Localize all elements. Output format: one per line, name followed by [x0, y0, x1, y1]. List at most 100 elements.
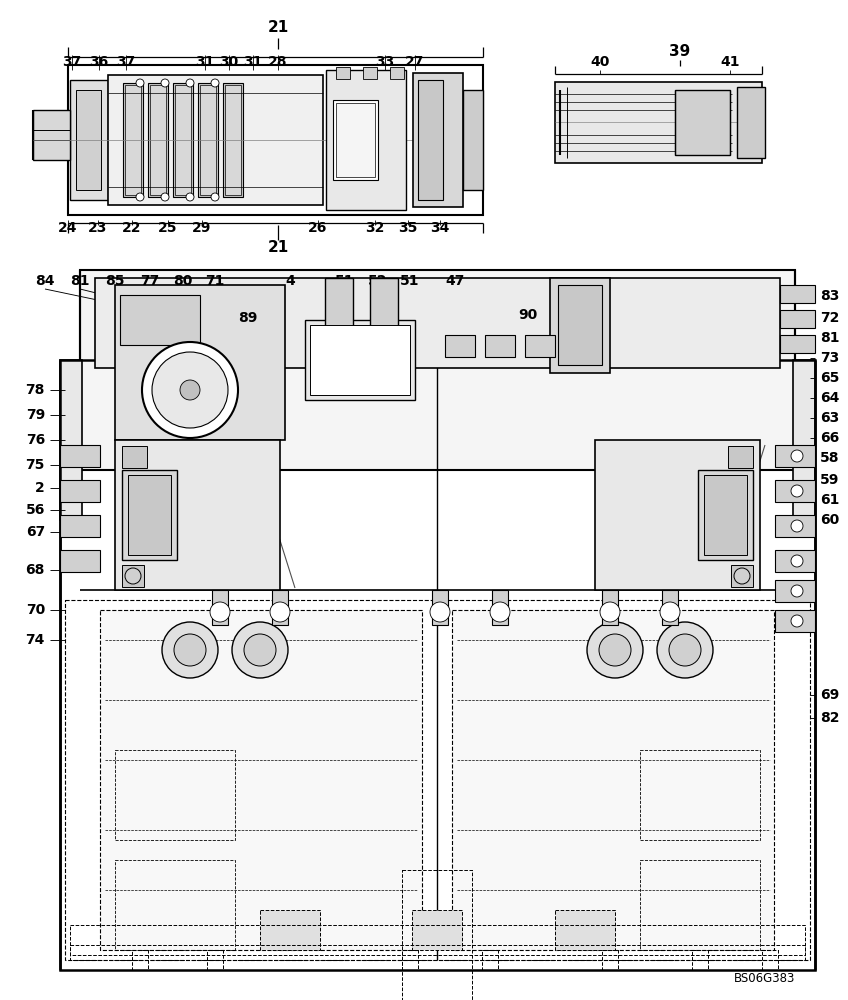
- Text: 29: 29: [192, 221, 212, 235]
- Bar: [198, 83, 218, 197]
- Bar: [762, 950, 778, 970]
- Bar: [120, 295, 200, 345]
- Circle shape: [186, 193, 194, 201]
- Bar: [775, 445, 815, 467]
- Circle shape: [136, 79, 144, 87]
- Text: 23: 23: [88, 221, 108, 235]
- Bar: [390, 67, 404, 79]
- Bar: [412, 910, 462, 950]
- Text: 90: 90: [518, 308, 538, 322]
- Text: 30: 30: [220, 55, 238, 69]
- Bar: [555, 82, 762, 163]
- Bar: [595, 440, 760, 590]
- Text: 28: 28: [268, 55, 287, 69]
- Bar: [310, 325, 410, 395]
- Text: 61: 61: [820, 493, 840, 507]
- Text: 58: 58: [820, 451, 840, 465]
- Bar: [132, 950, 148, 970]
- Text: 85: 85: [105, 274, 125, 288]
- Bar: [336, 67, 350, 79]
- Text: 63: 63: [820, 411, 840, 425]
- Circle shape: [211, 79, 219, 87]
- Bar: [123, 83, 143, 197]
- Bar: [60, 360, 815, 970]
- Text: 22: 22: [122, 221, 142, 235]
- Bar: [207, 950, 223, 970]
- Bar: [326, 70, 406, 210]
- Polygon shape: [690, 100, 710, 145]
- Bar: [432, 590, 448, 625]
- Text: 36: 36: [89, 55, 109, 69]
- Circle shape: [669, 634, 701, 666]
- Bar: [675, 90, 730, 155]
- Circle shape: [430, 602, 450, 622]
- Bar: [336, 103, 375, 177]
- Text: 60: 60: [820, 513, 840, 527]
- Bar: [115, 750, 235, 840]
- Text: 79: 79: [25, 408, 45, 422]
- Circle shape: [136, 193, 144, 201]
- Text: 35: 35: [399, 221, 418, 235]
- Text: 51: 51: [400, 274, 420, 288]
- Bar: [445, 335, 475, 357]
- Bar: [780, 285, 815, 303]
- Text: 24: 24: [59, 221, 78, 235]
- Text: 67: 67: [25, 525, 45, 539]
- Circle shape: [791, 615, 803, 627]
- Text: 73: 73: [820, 351, 840, 365]
- Text: 31: 31: [195, 55, 215, 69]
- Text: 69: 69: [820, 688, 840, 702]
- Circle shape: [161, 79, 169, 87]
- Bar: [333, 100, 378, 180]
- Bar: [775, 550, 815, 572]
- Bar: [115, 285, 285, 440]
- Text: 47: 47: [445, 274, 465, 288]
- Text: 80: 80: [173, 274, 192, 288]
- Text: 64: 64: [820, 391, 840, 405]
- Text: 37: 37: [63, 55, 81, 69]
- Bar: [692, 950, 708, 970]
- Bar: [200, 85, 216, 195]
- Bar: [148, 83, 168, 197]
- Bar: [272, 590, 288, 625]
- Text: 81: 81: [70, 274, 90, 288]
- Circle shape: [791, 520, 803, 532]
- Bar: [175, 85, 191, 195]
- Circle shape: [660, 602, 680, 622]
- Bar: [698, 470, 753, 560]
- Bar: [482, 950, 498, 970]
- Text: 2: 2: [36, 481, 45, 495]
- Bar: [33, 110, 70, 160]
- Text: 39: 39: [669, 44, 690, 60]
- Text: 68: 68: [25, 563, 45, 577]
- Text: 75: 75: [25, 458, 45, 472]
- Bar: [402, 870, 472, 1000]
- Bar: [60, 445, 100, 467]
- Bar: [60, 270, 815, 970]
- Bar: [485, 335, 515, 357]
- Circle shape: [210, 602, 230, 622]
- Text: 76: 76: [25, 433, 45, 447]
- Bar: [76, 90, 101, 190]
- Text: 37: 37: [116, 55, 136, 69]
- Bar: [108, 75, 323, 205]
- Bar: [363, 67, 377, 79]
- Bar: [260, 910, 320, 950]
- Bar: [640, 750, 760, 840]
- Bar: [115, 860, 235, 950]
- Bar: [775, 610, 815, 632]
- Text: 51: 51: [335, 274, 354, 288]
- Bar: [550, 278, 610, 373]
- Circle shape: [162, 622, 218, 678]
- Bar: [305, 320, 415, 400]
- Text: 52: 52: [368, 274, 388, 288]
- Bar: [68, 65, 483, 215]
- Circle shape: [791, 585, 803, 597]
- Text: 56: 56: [25, 503, 45, 517]
- Text: 77: 77: [141, 274, 159, 288]
- Circle shape: [600, 602, 620, 622]
- Bar: [558, 285, 602, 365]
- Bar: [452, 610, 774, 950]
- Circle shape: [125, 568, 141, 584]
- Circle shape: [174, 634, 206, 666]
